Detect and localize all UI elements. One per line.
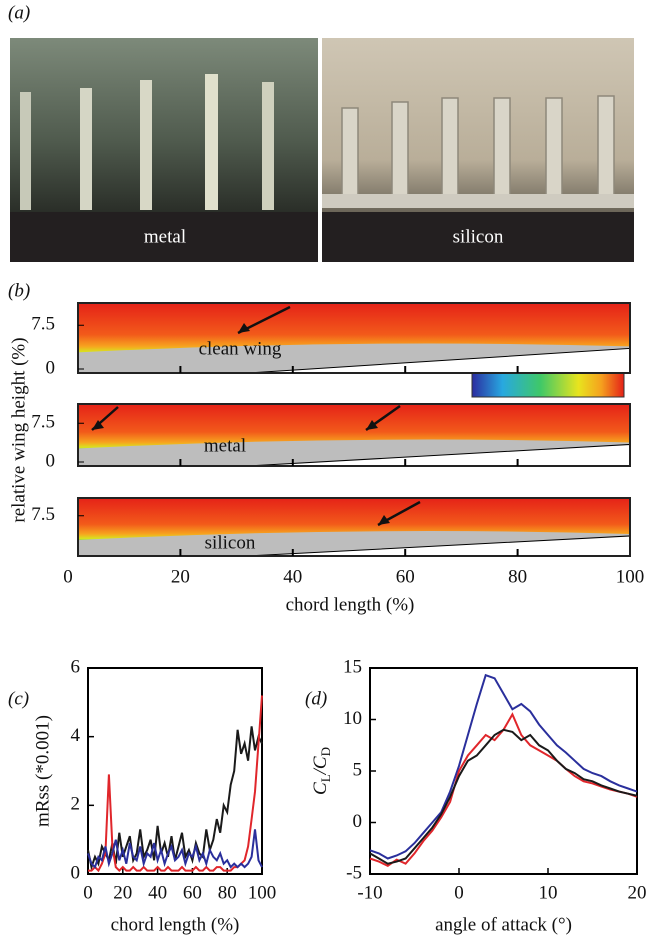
y-axis-label: CL/CD	[310, 747, 333, 795]
y-tick-label: 7.5	[31, 412, 55, 433]
plot-frame	[87, 667, 263, 875]
y-tick-label: 6	[71, 656, 81, 677]
arrow-head	[366, 420, 378, 430]
strip-label: silicon	[205, 532, 256, 553]
x-tick-label: -10	[357, 882, 382, 903]
x-tick-label: 100	[248, 882, 277, 903]
y-tick-label: 4	[71, 725, 81, 746]
x-tick-label: 20	[628, 882, 647, 903]
photo-metal: metal	[10, 38, 318, 262]
x-tick-label: 0	[454, 882, 464, 903]
y-tick-label: 5	[353, 759, 363, 780]
x-tick-label: 100	[616, 566, 645, 587]
photo-silicon: silicon	[322, 38, 634, 262]
plot-frame	[369, 667, 638, 875]
line-series	[369, 712, 638, 867]
panel-label: (d)	[305, 688, 327, 709]
line-series	[88, 695, 263, 873]
x-tick-label: 10	[539, 882, 558, 903]
y-tick-label: 10	[343, 708, 362, 729]
x-tick-label: 40	[283, 566, 302, 587]
y-axis-label-part: /C	[310, 756, 331, 775]
x-tick-label: 40	[148, 882, 167, 903]
arrow-head	[238, 323, 250, 333]
y-axis-label: mRss (*0.001)	[32, 715, 53, 827]
line-series	[87, 829, 263, 869]
line-series	[369, 728, 638, 865]
strip-frame	[77, 497, 631, 557]
photo-caption: silicon	[453, 226, 504, 247]
arrow-head	[378, 515, 390, 525]
strip-frame	[77, 302, 631, 374]
x-tick-label: 80	[218, 882, 237, 903]
x-tick-label: 60	[183, 882, 202, 903]
panel-label: (c)	[8, 688, 29, 709]
y-axis-label-part: L	[318, 774, 333, 782]
x-tick-label: 20	[171, 566, 190, 587]
strip-label: metal	[204, 435, 246, 456]
y-axis-label-part: C	[310, 782, 331, 795]
x-axis-label: chord length (%)	[111, 914, 240, 935]
y-axis-label-part: D	[318, 747, 333, 756]
x-tick-label: 80	[508, 566, 527, 587]
photo-caption: metal	[144, 226, 186, 247]
y-tick-label: 0	[71, 862, 81, 883]
x-tick-label: 0	[83, 882, 93, 903]
y-tick-label: 2	[71, 794, 81, 815]
y-tick-label: 0	[46, 357, 56, 378]
x-axis-label: angle of attack (°)	[435, 914, 572, 935]
y-tick-label: -5	[346, 862, 362, 883]
x-tick-label: 20	[113, 882, 132, 903]
panel-label: (a)	[8, 2, 30, 23]
y-tick-label: 0	[46, 450, 56, 471]
x-axis-label: chord length (%)	[286, 594, 415, 615]
colorbar	[471, 372, 625, 398]
y-tick-label: 7.5	[31, 504, 55, 525]
strip-label: clean wing	[199, 338, 282, 359]
arrow-head	[92, 420, 104, 430]
y-tick-label: 15	[343, 656, 362, 677]
panel-label: (b)	[8, 280, 30, 301]
strip-frame	[77, 403, 631, 467]
y-axis-label: relative wing height (%)	[8, 337, 29, 522]
y-tick-label: 7.5	[31, 314, 55, 335]
line-series	[369, 673, 638, 860]
x-tick-label: 60	[396, 566, 415, 587]
x-tick-label: 0	[63, 566, 73, 587]
y-tick-label: 0	[353, 811, 363, 832]
